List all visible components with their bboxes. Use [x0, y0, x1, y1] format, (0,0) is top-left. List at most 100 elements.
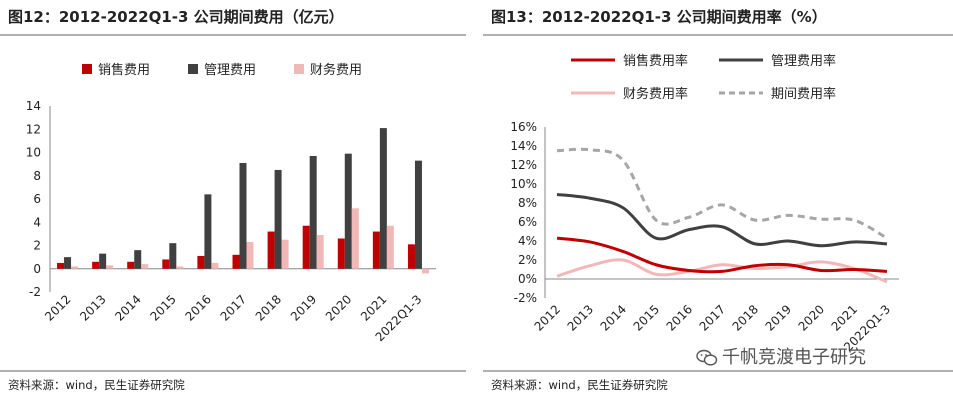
legend-label-4: 期间费用率	[771, 86, 836, 102]
left-source-rule	[0, 370, 466, 372]
bar-1-2020	[337, 238, 345, 269]
right-source-rule	[483, 370, 953, 372]
legend-label-3: 财务费用率	[623, 86, 688, 102]
y-tick-label: 14%	[510, 139, 537, 153]
y-tick-label: 2%	[518, 253, 537, 267]
series-line-4	[556, 147, 888, 240]
bar-1-2021	[372, 231, 380, 269]
y-tick-label: 6%	[518, 215, 537, 229]
left-chart-panel: 图12：2012-2022Q1-3 公司期间费用（亿元） 销售费用 管理费用 财务费…	[0, 0, 466, 401]
x-tick-label: 2015	[147, 292, 178, 323]
bar-2-2016	[204, 194, 212, 269]
bar-1-2015	[162, 259, 170, 269]
bar-3-2013	[106, 265, 114, 269]
y-tick-label: 0%	[518, 272, 537, 286]
x-tick-label: 2020	[796, 302, 827, 333]
x-tick-label: 2018	[253, 292, 284, 323]
y-tick-label: 4	[33, 215, 41, 229]
y-tick-label: 12%	[510, 158, 537, 172]
bar-3-2016	[211, 262, 219, 269]
bar-1-2016	[197, 255, 205, 269]
bar-1-2022Q1-3	[407, 244, 415, 269]
bar-2-2012	[64, 257, 72, 269]
x-tick-label: 2021	[358, 292, 389, 323]
bar-2-2014	[134, 250, 142, 269]
x-tick-label: 2015	[631, 302, 662, 333]
bar-3-2014	[141, 264, 149, 269]
x-tick-label: 2016	[664, 302, 695, 333]
y-tick-label: 6	[33, 192, 41, 206]
x-tick-label: 2016	[183, 292, 214, 323]
bar-1-2014	[127, 261, 135, 269]
left-chart-title: 图12：2012-2022Q1-3 公司期间费用（亿元）	[8, 8, 344, 26]
wechat-icon	[696, 349, 718, 366]
x-tick-label: 2019	[763, 302, 794, 333]
bar-3-2012	[71, 266, 79, 269]
bar-2-2015	[169, 243, 177, 269]
y-tick-label: 4%	[518, 234, 537, 248]
left-source-note: 资料来源：wind，民生证券研究院	[8, 378, 185, 392]
bar-2-2013	[99, 253, 107, 269]
bar-2-2022Q1-3	[414, 160, 422, 269]
legend-swatch-2	[188, 64, 198, 74]
x-tick-label: 2012	[532, 302, 563, 333]
series-line-2	[556, 192, 888, 248]
legend-label-2: 管理费用	[204, 63, 256, 78]
x-tick-label: 2020	[323, 292, 354, 323]
right-source-note: 资料来源：wind，民生证券研究院	[491, 378, 668, 392]
x-tick-label: 2017	[697, 302, 728, 333]
bar-3-2018	[281, 239, 289, 269]
legend-label-3: 财务费用	[310, 62, 362, 78]
watermark-text: 千帆竞渡电子研究	[722, 347, 866, 368]
y-tick-label: 2	[33, 239, 41, 253]
legend-swatch-3	[294, 64, 304, 74]
bar-3-2020	[351, 208, 359, 269]
x-tick-label: 2013	[565, 302, 596, 333]
legend-swatch-1	[82, 64, 92, 74]
x-tick-label: 2012	[42, 292, 73, 323]
y-tick-label: 16%	[510, 120, 537, 134]
x-tick-label: 2019	[288, 292, 319, 323]
bar-3-2022Q1-3	[421, 268, 429, 274]
left-title-rule	[0, 34, 466, 36]
bar-1-2018	[267, 231, 275, 269]
right-chart-title: 图13：2012-2022Q1-3 公司期间费用率（%）	[491, 8, 827, 26]
x-tick-label: 2018	[730, 302, 761, 333]
right-chart-panel: 图13：2012-2022Q1-3 公司期间费用率（%） 销售费用率 管理费用率财…	[483, 0, 953, 401]
series-line-1	[556, 236, 888, 274]
x-tick-label: 2013	[77, 292, 108, 323]
right-title-rule	[483, 34, 953, 36]
x-tick-label: 2014	[598, 302, 629, 333]
legend-label-1: 销售费用率	[623, 53, 688, 69]
bar-1-2017	[232, 254, 240, 269]
bar-3-2019	[316, 235, 324, 269]
bar-3-2015	[176, 266, 184, 269]
series-line-3	[556, 258, 888, 284]
bar-1-2012	[57, 262, 65, 269]
y-tick-label: -2%	[514, 291, 537, 305]
y-tick-label: 12	[26, 122, 41, 136]
bar-3-2017	[246, 242, 254, 269]
bar-2-2021	[379, 128, 387, 269]
bar-3-2021	[386, 225, 394, 269]
y-tick-label: 10	[26, 146, 41, 160]
watermark: 千帆竞渡电子研究	[696, 343, 866, 369]
bar-2-2020	[344, 153, 352, 269]
bar-2-2018	[274, 169, 282, 269]
legend-label-1: 销售费用	[98, 62, 150, 78]
bar-2-2019	[309, 155, 317, 269]
legend-label-2: 管理费用率	[771, 53, 836, 69]
y-tick-label: 0	[33, 262, 41, 276]
y-tick-label: 8	[33, 169, 41, 183]
x-tick-label: 2017	[218, 292, 249, 323]
y-tick-label: 8%	[518, 196, 537, 210]
y-tick-label: 14	[26, 99, 41, 113]
x-tick-label: 2014	[112, 292, 143, 323]
y-tick-label: 10%	[510, 177, 537, 191]
bar-1-2019	[302, 225, 310, 269]
bar-2-2017	[239, 162, 247, 269]
y-tick-label: -2	[29, 285, 41, 299]
bar-1-2013	[92, 261, 100, 269]
